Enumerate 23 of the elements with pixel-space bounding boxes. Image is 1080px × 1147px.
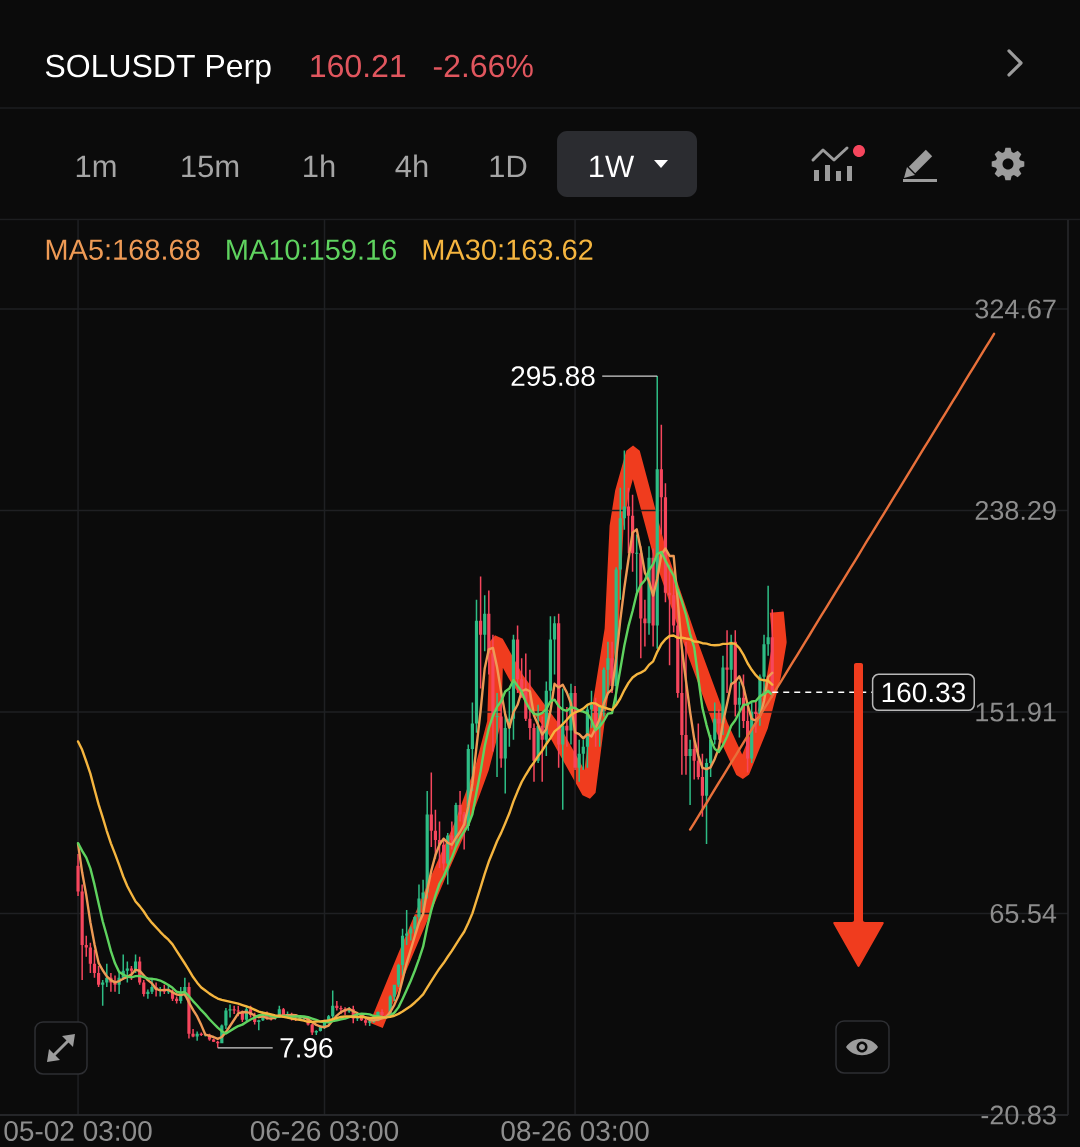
y-tick-label: 238.29 [975,500,1056,521]
x-tick-label: 06-26 03:00 [250,1121,399,1141]
ref-line-label: 160.33 [882,682,965,703]
text: 15m [182,155,239,178]
y-tick-label: 324.67 [975,299,1056,319]
text: MA5:168.68 [46,239,200,260]
y-tick-label: -20.83 [981,1105,1056,1125]
text: 1W [590,155,635,177]
text: MA30:163.62 [423,239,593,260]
text: 4h [395,154,428,177]
text: 7.96 [280,1037,333,1058]
text: -2.66% [433,54,533,78]
text: 295.88 [511,366,595,387]
text: 1D [490,155,527,177]
text: MA10:159.16 [227,239,397,260]
text: 1h [304,154,335,177]
text: 1m [76,155,116,177]
y-tick-label: 65.54 [990,903,1057,924]
chart-title: SOLUSDT Perp [45,54,271,84]
text: 160.21 [311,54,406,78]
x-tick-label: 05-02 03:00 [4,1121,152,1141]
x-tick-label: 08-26 03:00 [501,1121,649,1141]
y-tick-label: 151.91 [976,702,1056,722]
